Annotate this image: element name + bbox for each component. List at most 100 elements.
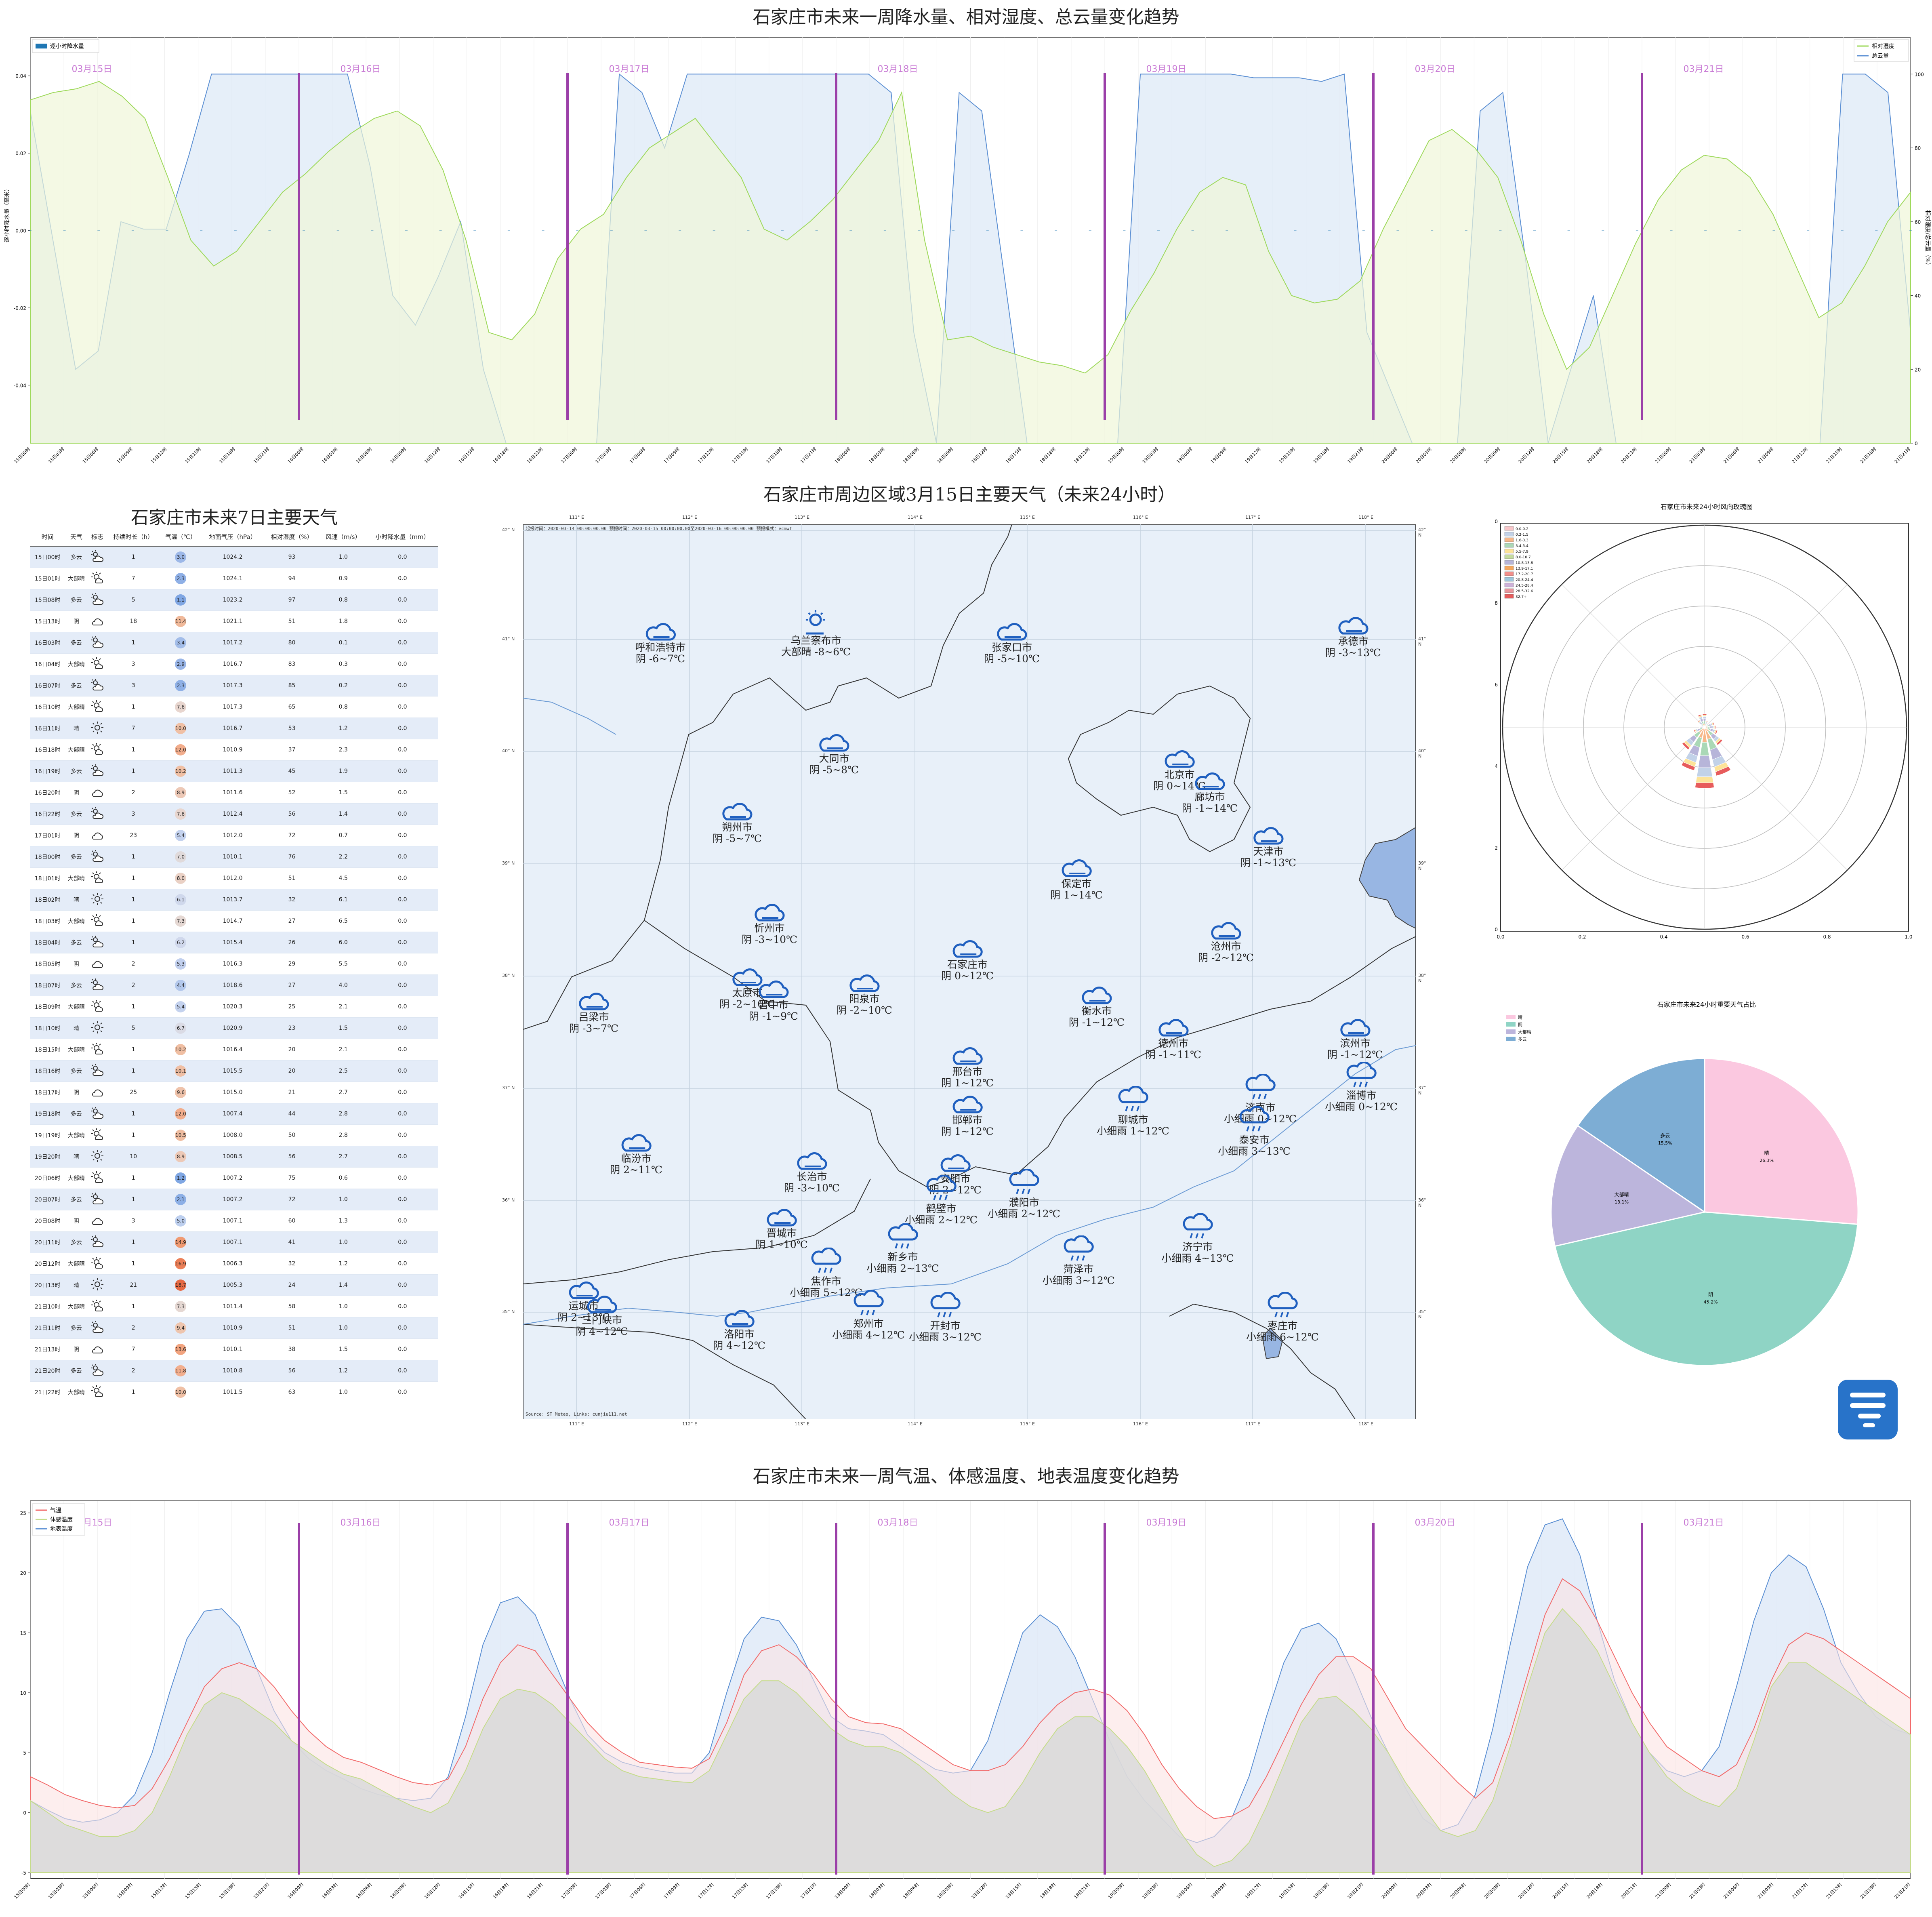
overcast-icon <box>88 1210 107 1232</box>
table-cell-dur: 1 <box>107 867 160 889</box>
cloud-icon <box>984 619 1040 642</box>
table-cell-rain: 0.0 <box>366 718 438 739</box>
table-cell-dur: 2 <box>107 974 160 996</box>
table-cell-wind: 2.8 <box>320 1103 367 1125</box>
map-city: 新乡市 小细雨 2~13℃ <box>866 1223 939 1274</box>
pie-slice <box>1577 1058 1705 1213</box>
x-tick-label: 16日00时 <box>287 446 305 465</box>
table-cell-rain: 0.0 <box>366 974 438 996</box>
table-cell-dur: 10 <box>107 1146 160 1168</box>
mostly-sunny-icon <box>88 568 107 589</box>
table-row: 18日09时 大部晴 1 5.4 1020.3 25 2.1 0.0 <box>30 996 438 1018</box>
temp-badge: 12.0 <box>175 744 187 755</box>
x-tick-label: 20日18时 <box>1586 1882 1604 1900</box>
table-cell-weather: 大部晴 <box>65 1167 88 1189</box>
partly-cloudy-icon <box>88 974 107 996</box>
temp-badge: 10.2 <box>175 766 187 777</box>
city-name: 沧州市 <box>1211 941 1241 952</box>
table-cell-wind: 1.8 <box>320 610 367 632</box>
table-cell-temp: 10.1 <box>160 1060 202 1082</box>
wind-bar-S <box>1695 776 1714 784</box>
table-cell-hum: 32 <box>264 1253 320 1275</box>
x-tick-label: 16日03时 <box>321 1882 339 1900</box>
map-lat-label: 36° N <box>502 1197 515 1203</box>
temp-chart: 03月15日 03月16日 03月17日 03月18日 03月19日 03月20日 03月2… <box>13 1500 1911 1900</box>
table-cell-temp: 10.2 <box>160 760 202 782</box>
x-tick-label: 18日03时 <box>868 446 886 465</box>
temp-badge: 7.0 <box>175 851 187 863</box>
table-header: 天气 <box>65 527 88 547</box>
temp-badge: 10.0 <box>175 723 187 734</box>
x-tick-label: 21日18时 <box>1859 1882 1877 1900</box>
wind-legend-swatch <box>1504 583 1514 587</box>
table-cell-dur: 3 <box>107 653 160 675</box>
table-cell-weather: 大部晴 <box>65 696 88 718</box>
cloud-icon <box>1069 983 1125 1006</box>
map-city: 鹤壁市 小细雨 2~12℃ <box>905 1174 978 1226</box>
map-city: 德州市阴 -1~11℃ <box>1146 1015 1201 1061</box>
table-cell-dur: 1 <box>107 1039 160 1061</box>
table-cell-rain: 0.0 <box>366 1338 438 1360</box>
table-cell-wind: 1.9 <box>320 760 367 782</box>
table-cell-time: 18日02时 <box>30 889 65 911</box>
table-cell-wind: 1.5 <box>320 782 367 804</box>
table-cell-weather: 多云 <box>65 632 88 654</box>
day-label: 03月15日 <box>72 64 112 74</box>
table-cell-hum: 37 <box>264 739 320 761</box>
pie-slice-pct: 15.5% <box>1658 1141 1672 1146</box>
table-cell-press: 1011.6 <box>201 782 264 804</box>
city-forecast: 阴 -1~9℃ <box>748 1010 799 1022</box>
x-tick-label: 16日03时 <box>321 446 339 465</box>
pie-legend-label: 阴 <box>1518 1022 1522 1027</box>
map-lat-label: 40° N <box>1418 748 1426 759</box>
table-cell-rain: 0.0 <box>366 1189 438 1210</box>
table-cell-weather: 大部晴 <box>65 867 88 889</box>
cloud-icon <box>1050 856 1103 878</box>
table-header: 风速（m/s） <box>320 527 367 547</box>
map-city: 承德市阴 -3~13℃ <box>1325 613 1381 659</box>
province-border <box>644 920 1416 1188</box>
day-label: 03月18日 <box>878 64 918 74</box>
wind-bar-N <box>1703 718 1707 722</box>
x-tick-label: 18日15时 <box>1005 446 1023 465</box>
x-tick-label: 20日00时 <box>1381 446 1399 465</box>
table-cell-hum: 56 <box>264 1146 320 1168</box>
sunny-icon <box>88 1274 107 1296</box>
table-cell-hum: 75 <box>264 1167 320 1189</box>
table-row: 21日10时 大部晴 1 7.3 1011.4 58 1.0 0.0 <box>30 1296 438 1317</box>
city-name: 郑州市 <box>853 1318 884 1330</box>
x-tick-label: 15日12时 <box>150 1882 168 1900</box>
table-row: 15日00时 多云 1 3.0 1024.2 93 1.0 0.0 <box>30 546 438 568</box>
table-cell-dur: 18 <box>107 610 160 632</box>
rain-icon <box>1097 1086 1169 1114</box>
mostly-sunny-icon <box>88 653 107 675</box>
city-name: 三门峡市 <box>581 1314 622 1326</box>
x-tick-label: 18日12时 <box>970 1882 988 1900</box>
wind-legend-label: 28.5-32.6 <box>1516 589 1533 593</box>
wind-legend-label: 32.7+ <box>1516 595 1527 599</box>
table-cell-weather: 阴 <box>65 1082 88 1103</box>
cloud-icon <box>1198 918 1254 941</box>
table-cell-press: 1011.5 <box>201 1381 264 1403</box>
x-tick-label: 16日12时 <box>423 446 441 465</box>
table-cell-dur: 1 <box>107 1381 160 1403</box>
x-tick-label: 20日15时 <box>1551 446 1570 465</box>
table-cell-dur: 1 <box>107 910 160 932</box>
wind-legend-label: 3.4-5.4 <box>1516 544 1528 548</box>
x-tick-label: 20日18时 <box>1586 446 1604 465</box>
y-tick-label: 5 <box>23 1750 26 1756</box>
x-tick-label: 19日21时 <box>1346 446 1364 465</box>
city-name: 北京市 <box>1164 769 1195 781</box>
map-lon-label: 111° E <box>569 1421 584 1427</box>
rain-icon <box>988 1168 1060 1197</box>
cloud-icon <box>713 1306 765 1329</box>
map-city: 太原市阴 -2~10℃ <box>719 965 775 1010</box>
wind-bar-WSW <box>1693 729 1697 734</box>
table-cell-press: 1020.9 <box>201 1017 264 1039</box>
x-tick-label: 20日06时 <box>1449 446 1467 465</box>
city-forecast: 阴 -1~12℃ <box>1327 1049 1383 1061</box>
table-cell-wind: 4.0 <box>320 974 367 996</box>
city-forecast: 阴 -2~12℃ <box>1198 952 1254 964</box>
table-cell-hum: 56 <box>264 1360 320 1382</box>
table-cell-hum: 56 <box>264 803 320 825</box>
